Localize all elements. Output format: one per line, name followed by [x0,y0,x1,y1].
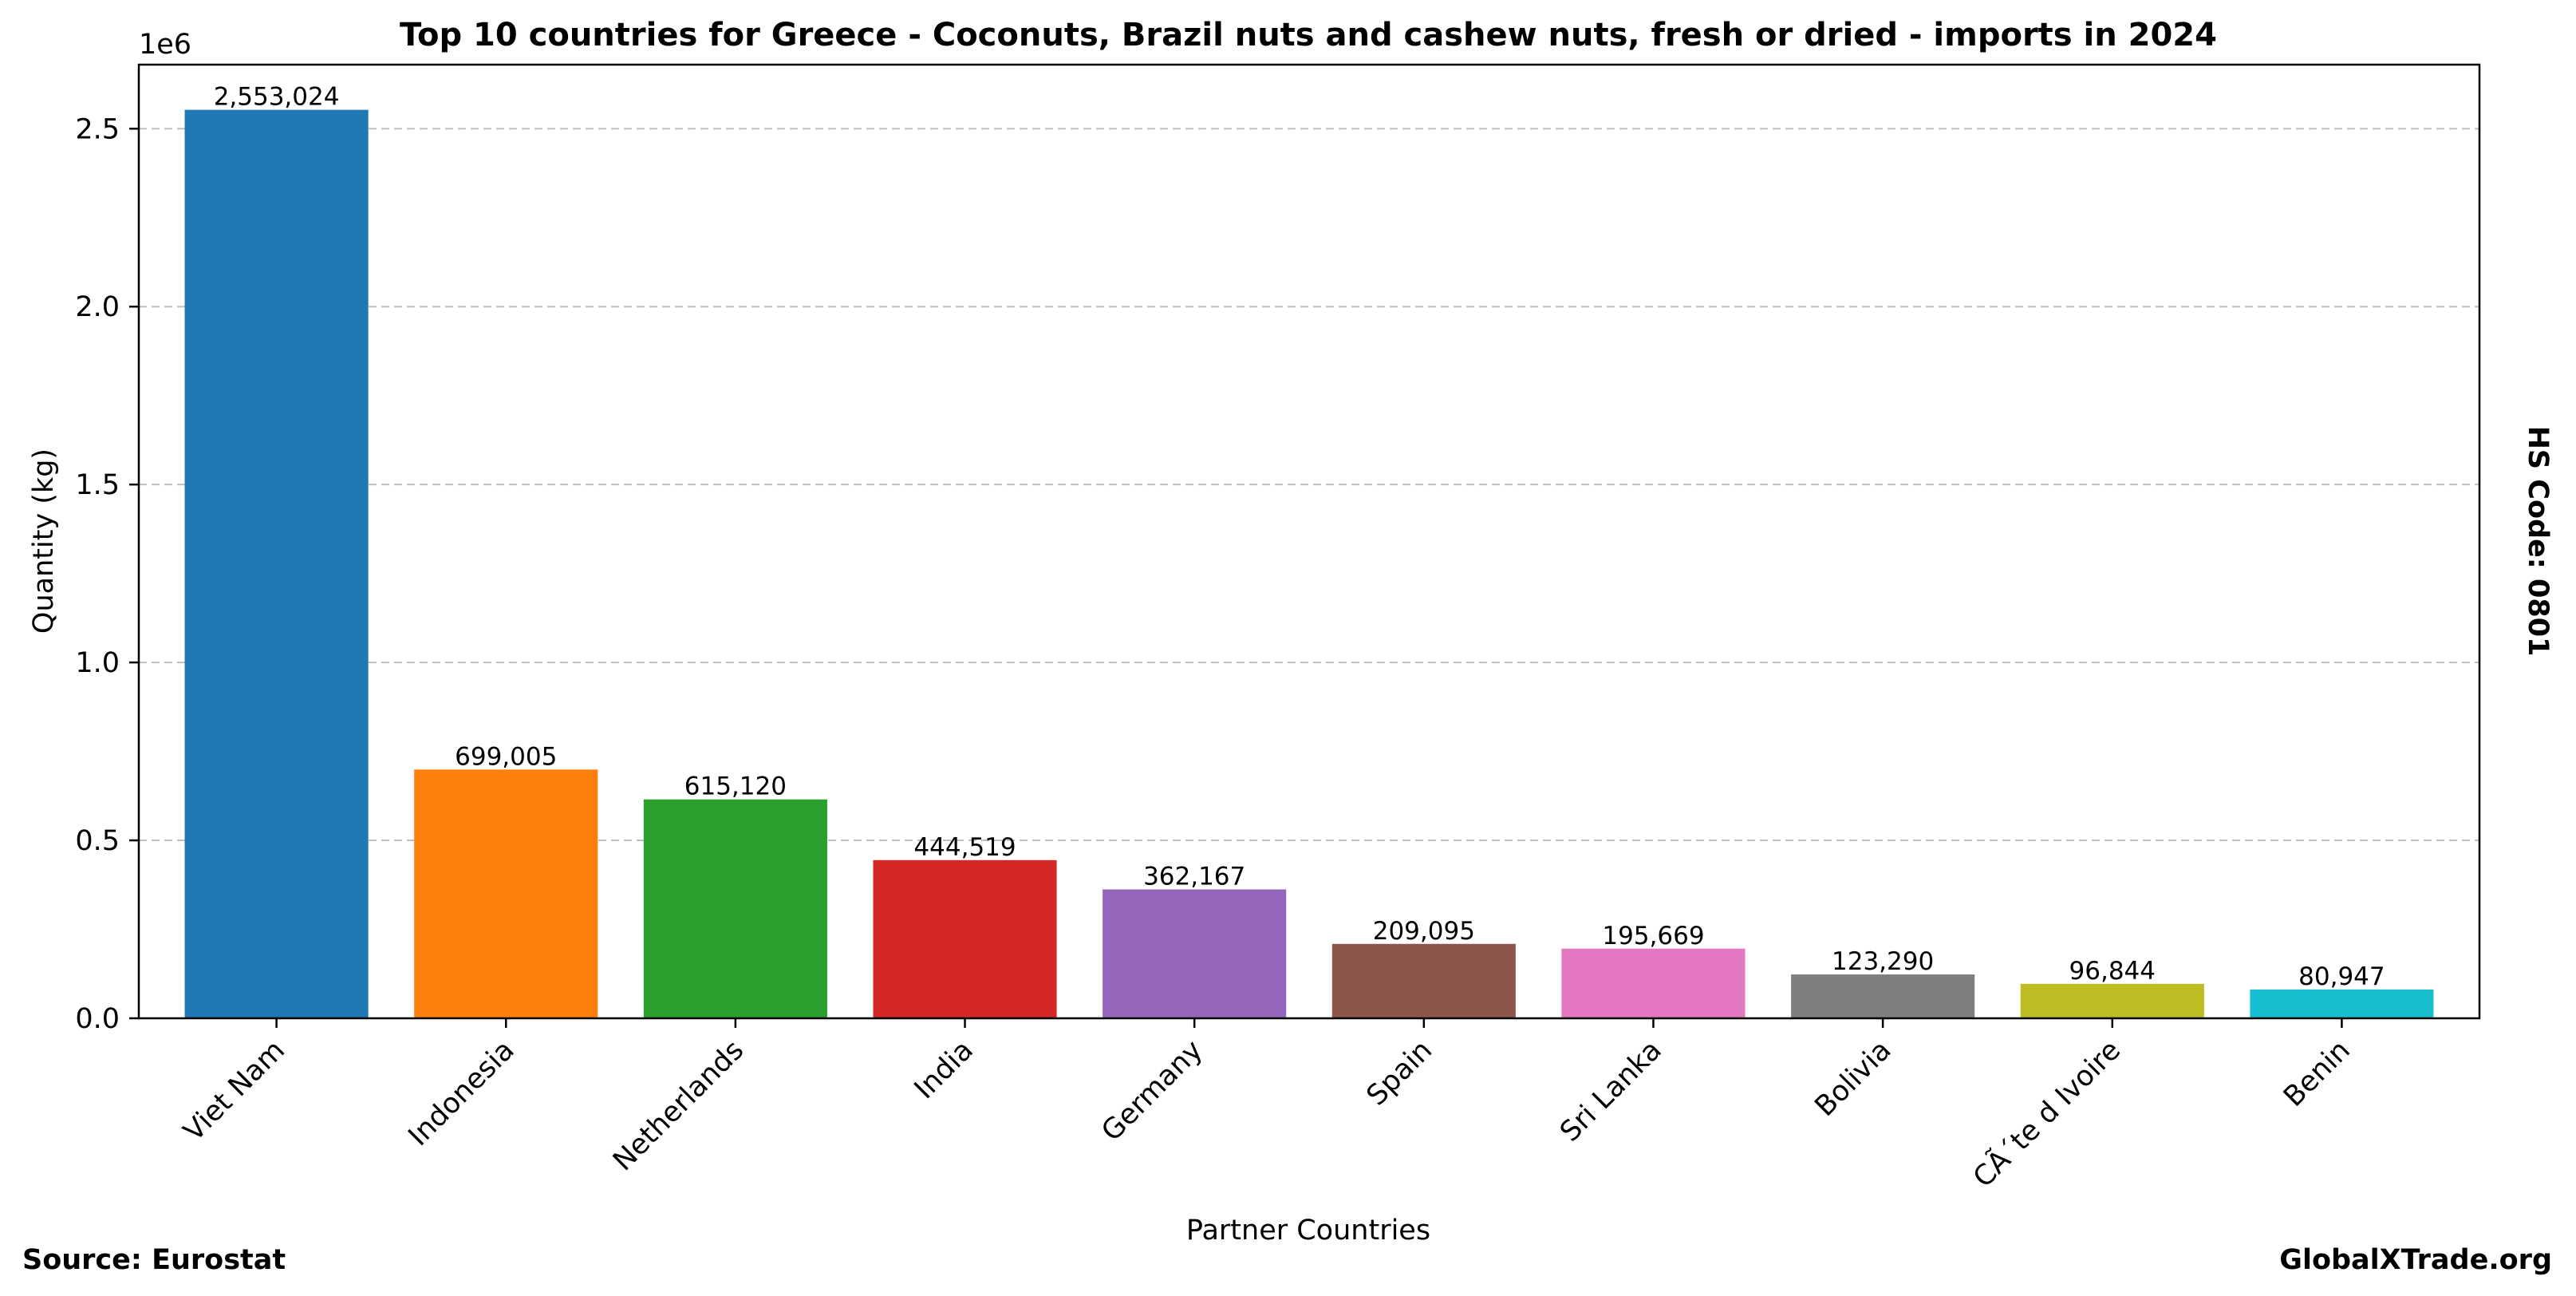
bar [1561,948,1746,1018]
bar-value-label: 96,844 [2069,957,2156,986]
bar-value-label: 123,290 [1832,947,1934,976]
bar-value-label: 444,519 [913,833,1016,862]
y-tick-label: 2.5 [75,113,120,145]
bar-value-label: 195,669 [1602,922,1704,950]
x-axis-label: Partner Countries [1186,1215,1430,1247]
y-axis-label: Quantity (kg) [28,448,60,634]
bar [184,109,369,1018]
plot-frame [137,63,2481,1020]
bar-value-label: 2,553,024 [214,83,340,112]
brand-note: GlobalXTrade.org [2279,1244,2552,1276]
bar-value-labels: 2,553,024 699,005 615,120 444,519 362,167 209… [214,83,2385,991]
y-tick-label: 1.0 [75,647,120,679]
bar [414,769,598,1018]
hs-code-note: HS Code: 0801 [2522,426,2554,657]
y-axis-offset-label: 1e6 [139,29,191,61]
y-tick-label: 1.5 [75,469,120,501]
bar [1791,974,1975,1018]
y-axis-ticks: 0.0 0.5 1.0 1.5 2.0 2.5 [75,113,139,1035]
bar [1103,889,1287,1018]
bar-value-label: 615,120 [684,772,787,801]
bar-value-label: 209,095 [1373,917,1475,946]
y-tick-label: 0.0 [75,1003,120,1035]
bar-value-label: 80,947 [2298,962,2385,991]
bar [2250,989,2434,1018]
source-note: Source: Eurostat [22,1244,286,1276]
bars [184,109,2434,1018]
bar-value-label: 699,005 [455,742,557,771]
bar [873,859,1057,1018]
bar [1331,943,1516,1018]
y-tick-label: 2.0 [75,291,120,323]
bar [643,799,827,1018]
y-tick-label: 0.5 [75,825,120,857]
bar-value-label: 362,167 [1143,863,1245,891]
chart-title: Top 10 countries for Greece - Coconuts, … [400,17,2217,53]
bar [2020,983,2204,1018]
